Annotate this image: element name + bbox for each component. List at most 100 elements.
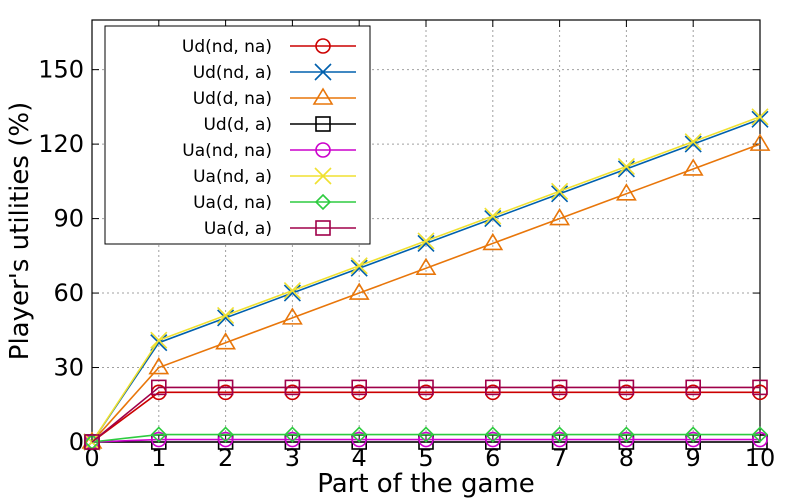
data-point — [685, 379, 702, 396]
data-point — [484, 207, 502, 225]
data-point — [151, 431, 167, 448]
data-point — [215, 332, 237, 350]
legend-marker — [315, 116, 331, 132]
data-point — [684, 133, 702, 151]
data-point — [484, 426, 501, 443]
data-point — [617, 157, 635, 176]
data-point — [752, 379, 768, 396]
data-point — [751, 110, 769, 128]
y-tick-label: 60 — [53, 279, 84, 307]
data-point — [751, 108, 769, 126]
x-tick-label: 9 — [686, 444, 701, 472]
data-point — [482, 232, 504, 251]
legend-marker — [314, 193, 332, 211]
data-point — [350, 259, 368, 277]
data-point — [351, 379, 368, 396]
y-tick-label: 90 — [53, 205, 84, 233]
legend-marker — [312, 87, 334, 105]
data-point — [484, 431, 501, 448]
legend-label: Ua(d, na) — [193, 193, 272, 213]
data-point — [551, 426, 568, 443]
legend-label: Ua(nd, na) — [182, 141, 272, 161]
data-point — [417, 232, 435, 250]
x-tick-label: 1 — [151, 444, 166, 472]
legend-label: Ua(nd, a) — [193, 167, 272, 187]
data-point — [217, 431, 234, 448]
legend-marker — [314, 63, 332, 81]
data-point — [283, 284, 301, 302]
data-point — [348, 282, 370, 300]
data-point — [351, 426, 368, 443]
data-point — [551, 379, 568, 396]
data-point — [418, 379, 434, 396]
data-point — [618, 426, 635, 443]
legend-label: Ud(nd, na) — [182, 37, 272, 57]
y-tick-label: 120 — [38, 130, 84, 158]
data-point — [284, 431, 301, 448]
y-tick-label: 150 — [38, 56, 84, 84]
data-point — [217, 306, 235, 324]
x-tick-label: 0 — [84, 444, 99, 472]
legend-box — [104, 25, 371, 245]
data-point — [283, 282, 301, 300]
data-point — [685, 426, 702, 443]
data-point — [217, 426, 234, 443]
data-point — [148, 356, 170, 375]
series-line — [91, 386, 760, 443]
series-line — [91, 391, 760, 443]
legend-marker — [315, 38, 331, 54]
data-point — [752, 431, 768, 448]
legend-marker — [314, 167, 332, 185]
legend-marker — [315, 142, 331, 158]
series-1 — [83, 110, 769, 451]
x-tick-label: 2 — [218, 444, 233, 472]
series-line — [91, 433, 760, 443]
legend-label: Ua(d, a) — [204, 219, 272, 239]
data-point — [551, 182, 569, 200]
data-point — [751, 426, 769, 443]
data-point — [351, 431, 368, 448]
x-tick-label: 6 — [485, 444, 500, 472]
data-point — [151, 379, 167, 396]
y-axis-title: Player's utilities (%) — [5, 102, 35, 360]
data-point — [484, 210, 502, 228]
legend: Ud(nd, na) Ud(nd, a) Ud(d, na) Ud(d, a) Ua(n… — [104, 25, 371, 245]
data-point — [617, 160, 635, 178]
y-tick-label: 0 — [69, 428, 84, 456]
data-point — [217, 309, 235, 327]
data-point — [150, 331, 168, 349]
data-point — [418, 431, 434, 448]
series-group — [81, 108, 771, 451]
data-point — [549, 208, 571, 226]
legend-label: Ud(d, a) — [203, 115, 272, 135]
data-point — [684, 135, 702, 153]
series-line — [91, 143, 761, 443]
series-line — [91, 438, 760, 443]
data-point — [618, 379, 635, 396]
data-point — [682, 158, 704, 176]
x-tick-label: 5 — [418, 444, 433, 472]
data-point — [417, 426, 435, 443]
data-point — [551, 185, 569, 203]
data-point — [284, 426, 301, 443]
data-point — [685, 431, 702, 448]
data-point — [284, 379, 301, 396]
x-tick-label: 3 — [285, 444, 300, 472]
series-7 — [84, 379, 768, 450]
data-point — [615, 183, 637, 201]
data-point — [415, 257, 437, 276]
x-axis-title: Part of the game — [317, 469, 535, 499]
data-point — [150, 426, 167, 443]
data-point — [217, 379, 234, 396]
data-point — [84, 434, 100, 450]
y-tick-label: 30 — [53, 354, 84, 382]
legend-label: Ud(d, na) — [193, 89, 272, 109]
x-tick-label: 4 — [352, 444, 367, 472]
data-point — [749, 133, 771, 151]
legend-label: Ud(nd, a) — [193, 63, 272, 83]
series-5 — [83, 108, 769, 451]
data-point — [350, 257, 368, 275]
data-point — [484, 379, 501, 396]
legend-marker — [315, 220, 331, 236]
